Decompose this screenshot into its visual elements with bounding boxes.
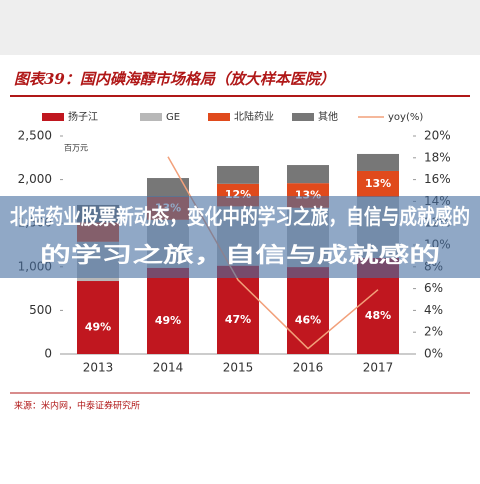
overlay-text: 北陆药业股票新动态，变化中的学习之旅，自信与成就感的 bbox=[10, 205, 470, 229]
y-tick-label: 0 bbox=[44, 347, 52, 361]
legend-label: yoy(%) bbox=[388, 112, 423, 123]
y-tick-label: 2,000 bbox=[18, 172, 52, 186]
segment-label: 48% bbox=[365, 309, 391, 322]
top-band bbox=[0, 0, 480, 55]
bar-segment bbox=[217, 165, 259, 184]
y2-tick-label: 0% bbox=[424, 347, 443, 361]
bar-segment bbox=[287, 267, 329, 354]
legend-swatch bbox=[42, 113, 64, 121]
bar-segment bbox=[287, 165, 329, 184]
y2-tick-label: 4% bbox=[424, 303, 443, 317]
bar-segment bbox=[147, 178, 189, 197]
x-tick-label: 2013 bbox=[83, 361, 114, 375]
legend-label: GE bbox=[166, 112, 180, 123]
source: 来源：米内网，中泰证券研究所 bbox=[14, 400, 140, 412]
x-tick-label: 2015 bbox=[223, 361, 254, 375]
y2-tick-label: 18% bbox=[424, 150, 451, 164]
x-tick-label: 2017 bbox=[363, 361, 394, 375]
bar-segment bbox=[77, 281, 119, 354]
x-tick-label: 2016 bbox=[293, 361, 324, 375]
chart-title: 图表39：国内碘海醇市场格局（放大样本医院） bbox=[14, 70, 335, 88]
y-tick-label: 500 bbox=[29, 303, 52, 317]
segment-label: 46% bbox=[295, 314, 321, 327]
y2-tick-label: 20% bbox=[424, 129, 451, 143]
y2-tick-label: 6% bbox=[424, 281, 443, 295]
legend-label: 扬子江 bbox=[68, 110, 98, 123]
bar-segment bbox=[357, 153, 399, 171]
bar-segment bbox=[147, 267, 189, 354]
segment-label: 47% bbox=[225, 313, 251, 326]
y2-tick-label: 2% bbox=[424, 325, 443, 339]
y-tick-label: 2,500 bbox=[18, 129, 52, 143]
legend-swatch bbox=[292, 113, 314, 121]
overlay-text: 的学习之旅，自信与成就感的 bbox=[40, 243, 440, 267]
unit-label: 百万元 bbox=[64, 144, 88, 153]
bar-segment bbox=[357, 170, 399, 197]
overlay-band bbox=[0, 196, 480, 278]
legend-label: 北陆药业 bbox=[234, 110, 274, 123]
segment-label: 49% bbox=[85, 321, 111, 334]
legend-swatch bbox=[140, 113, 162, 121]
x-tick-label: 2014 bbox=[153, 361, 184, 375]
segment-label: 13% bbox=[365, 177, 391, 190]
legend-label: 其他 bbox=[318, 110, 338, 123]
segment-label: 49% bbox=[155, 314, 181, 327]
y2-tick-label: 16% bbox=[424, 172, 451, 186]
legend-swatch bbox=[208, 113, 230, 121]
